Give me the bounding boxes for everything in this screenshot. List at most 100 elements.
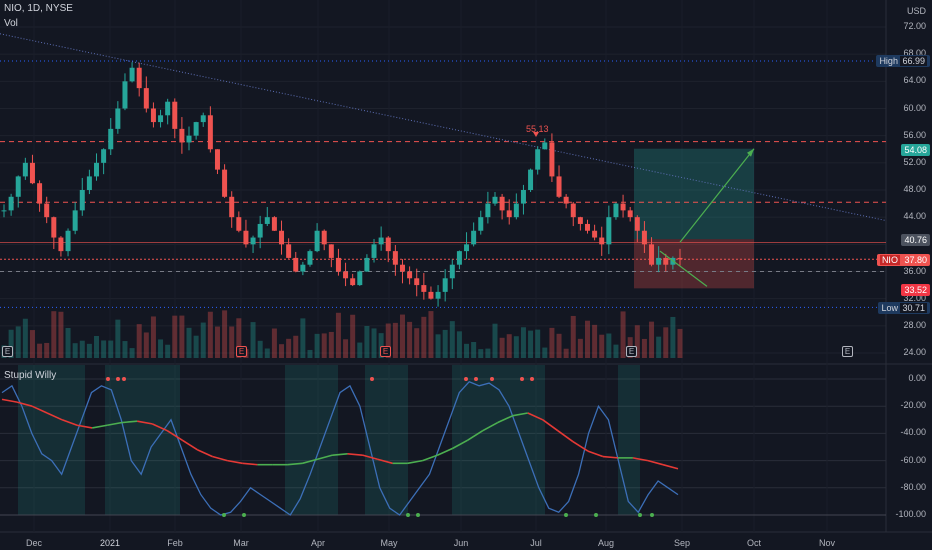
candle-body — [136, 67, 142, 89]
signal-dot — [406, 513, 410, 517]
volume-bar — [165, 344, 171, 358]
position-zones — [634, 148, 754, 289]
candle-body — [357, 271, 363, 286]
candle-body — [79, 190, 85, 211]
volume-bar — [236, 318, 242, 358]
candle-body — [485, 203, 491, 218]
oscillator-zone — [105, 365, 180, 515]
volume-bar — [8, 329, 14, 358]
target-tag: 54.08 — [901, 144, 930, 156]
earnings-event-icon[interactable]: E — [2, 346, 13, 357]
candle-body — [293, 257, 299, 272]
price-levels — [0, 60, 886, 308]
candle-body — [584, 223, 590, 231]
volume-bar — [307, 349, 313, 358]
candle-body — [179, 128, 185, 143]
volume-bar — [250, 322, 256, 358]
volume-bar — [371, 328, 377, 358]
volume-bar — [271, 328, 277, 358]
volume-bar — [279, 344, 285, 358]
candle-body — [200, 115, 206, 123]
candle-body — [449, 264, 455, 279]
volume-bar — [229, 326, 235, 358]
volume-bar — [101, 340, 107, 358]
volume-bar — [456, 331, 462, 358]
candle-body — [207, 115, 213, 150]
candle-body — [51, 217, 57, 238]
candle-body — [556, 176, 562, 197]
low-tag: Low 30.71 — [878, 302, 930, 314]
earnings-event-icon[interactable]: E — [380, 346, 391, 357]
time-tick-label: May — [380, 538, 398, 548]
volume-bar — [29, 330, 35, 358]
candle-body — [37, 183, 43, 204]
candle-body — [214, 149, 220, 170]
volume-label[interactable]: Vol — [4, 18, 18, 29]
trendline — [0, 33, 887, 222]
candle-body — [606, 217, 612, 245]
signal-dot — [638, 513, 642, 517]
candle-body — [122, 81, 128, 109]
candle-body — [421, 285, 427, 292]
candle-body — [143, 88, 149, 109]
volume-bar — [158, 339, 164, 358]
candle-body — [620, 203, 626, 211]
candle-body — [456, 251, 462, 265]
grid-lines — [0, 0, 932, 533]
slow-line-segment — [602, 455, 618, 459]
volume-bar — [478, 349, 484, 358]
volume-bar — [357, 342, 363, 358]
projection-arrows — [659, 148, 755, 287]
volume-bar — [321, 333, 327, 358]
oscillator-pane — [0, 365, 886, 517]
candle-body — [627, 210, 633, 218]
time-tick-label: Jun — [453, 538, 469, 548]
volume-bar — [150, 316, 156, 358]
earnings-event-icon[interactable]: E — [626, 346, 637, 357]
candle-body — [492, 196, 498, 204]
slow-line-segment — [212, 455, 228, 462]
volume-bar — [392, 322, 398, 358]
volume-bar — [577, 338, 583, 358]
low-label: Low — [881, 303, 898, 313]
volume-bar — [328, 331, 334, 358]
gray-price-tag: 40.76 — [901, 234, 930, 246]
earnings-event-icon[interactable]: E — [842, 346, 853, 357]
last-price: 37.80 — [904, 255, 927, 265]
slow-line-segment — [227, 459, 243, 465]
signal-dot — [594, 513, 598, 517]
candle-body — [535, 149, 541, 170]
candle-body — [407, 271, 413, 279]
volume-bar — [599, 334, 605, 358]
indicator-title[interactable]: Stupid Willy — [4, 370, 57, 381]
volume-bar — [179, 315, 185, 358]
symbol-title[interactable]: NIO, 1D, NYSE — [4, 3, 73, 14]
candle-body — [592, 230, 598, 238]
slow-line-segment — [332, 453, 348, 456]
volume-bar — [79, 340, 85, 358]
volume-bar — [649, 321, 655, 358]
slow-line-segment — [137, 420, 153, 425]
volume-bar — [364, 325, 370, 358]
volume-bar — [421, 316, 427, 358]
slow-line-segment — [407, 459, 423, 465]
volume-bar — [15, 326, 21, 358]
slow-line-segment — [572, 440, 589, 452]
candle-body — [250, 237, 256, 245]
price-tick-label: 32.00 — [903, 292, 926, 303]
candle-body — [414, 278, 420, 286]
signal-dot — [464, 377, 468, 381]
candle-body — [172, 101, 178, 129]
volume-bar — [428, 311, 434, 358]
earnings-event-icon[interactable]: E — [236, 346, 247, 357]
candle-body — [271, 217, 277, 231]
volume-bar — [172, 315, 178, 358]
candle-body — [101, 149, 107, 163]
candle-body — [44, 203, 50, 218]
profit-zone — [634, 148, 754, 240]
volume-bar — [257, 340, 263, 358]
price-tick-label: 24.00 — [903, 347, 926, 357]
slow-line-segment — [46, 412, 63, 421]
